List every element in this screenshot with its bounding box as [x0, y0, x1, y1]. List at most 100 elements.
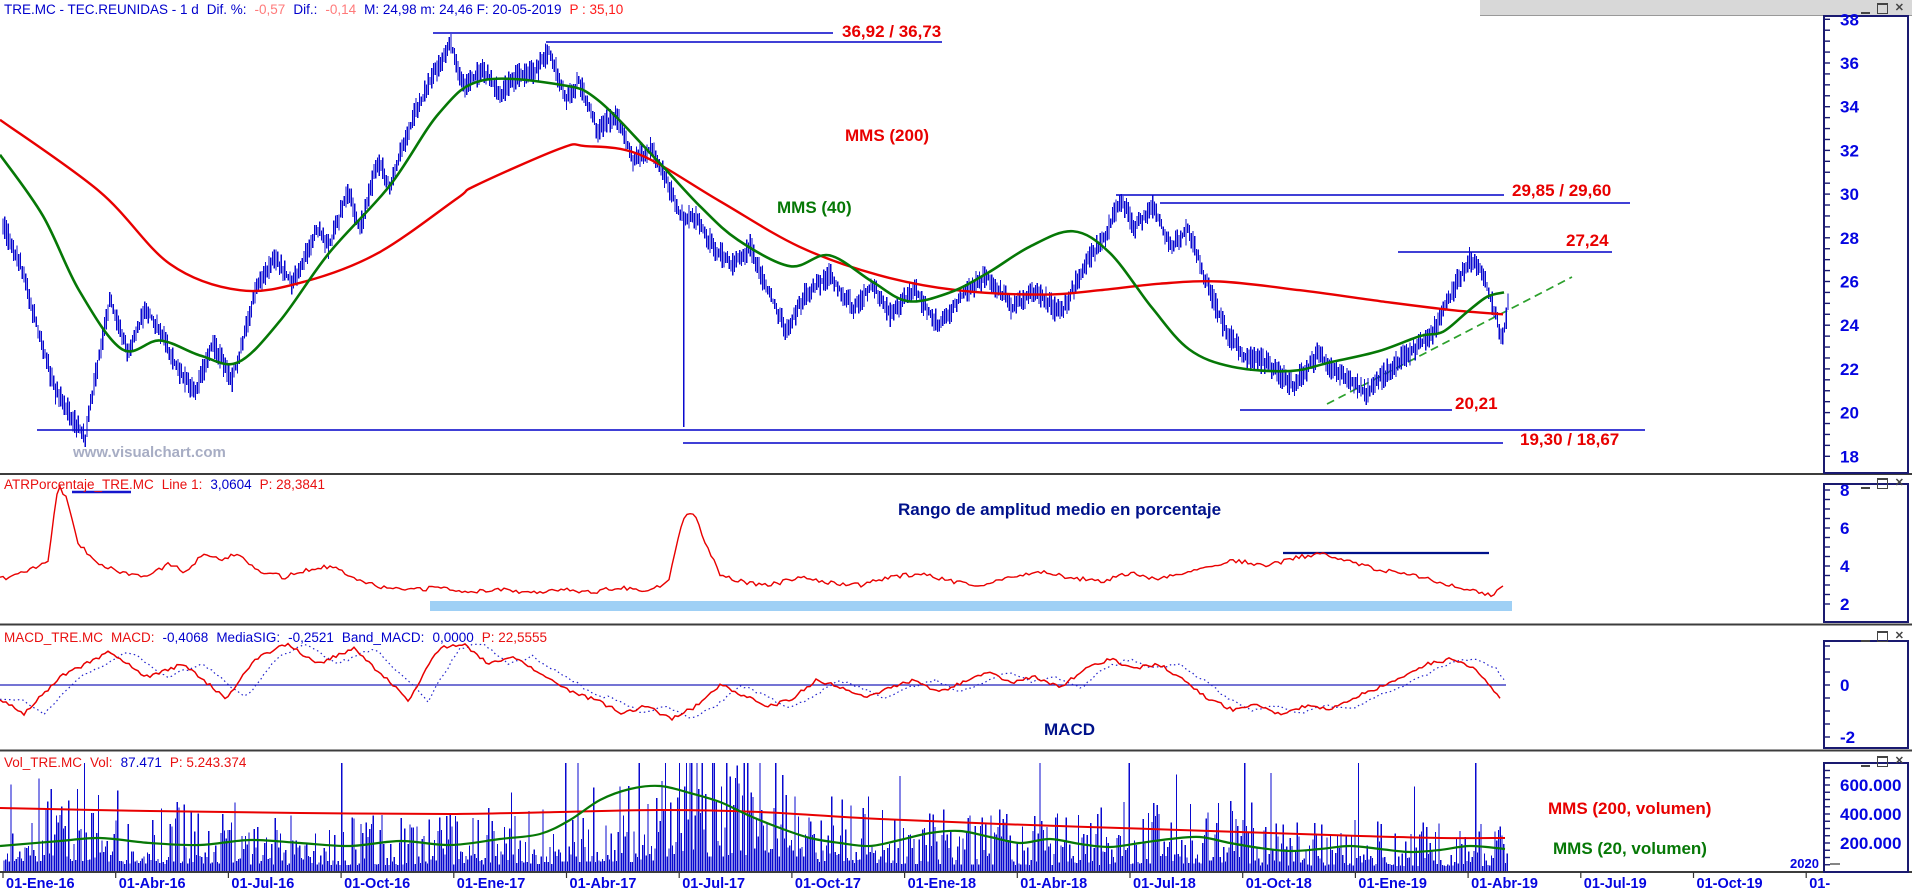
macd-signal-line: [0, 643, 1505, 719]
svg-text:4: 4: [1840, 557, 1850, 576]
svg-text:38: 38: [1840, 10, 1859, 29]
header-segment: MediaSIG:: [216, 630, 281, 645]
time-axis: 01-Ene-16 01-Abr-16 01-Jul-16 01-Oct-16 01-E…: [2, 863, 1840, 892]
support-label-1930-1867: 19,30 / 18,67: [1520, 430, 1620, 449]
resistance-label-3692-3673: 36,92 / 36,73: [842, 22, 942, 41]
svg-text:26: 26: [1840, 273, 1859, 292]
volume-mms200-label: MMS (200, volumen): [1548, 799, 1712, 818]
header-segment: Dif.:: [293, 2, 318, 17]
maximize-icon[interactable]: [1876, 478, 1888, 489]
header-segment: Band_MACD:: [341, 630, 425, 645]
svg-text:01-Abr-16: 01-Abr-16: [119, 876, 186, 892]
header-segment: Dif. %:: [206, 2, 247, 17]
svg-text:34: 34: [1840, 98, 1859, 117]
price-panel: [0, 32, 1645, 447]
header-segment: -0,2521: [288, 630, 334, 645]
volume-panel-header: Vol_TRE.MC Vol: 87.471 P: 5.243.374: [4, 755, 254, 770]
y-axes: 383634323028262422201886420-2600.000400.…: [1823, 10, 1909, 873]
resistance-label-2985-2960: 29,85 / 29,60: [1512, 181, 1612, 200]
svg-text:01-Ene-16: 01-Ene-16: [6, 876, 75, 892]
price-bars: [2, 33, 1509, 447]
header-segment: P: 28,3841: [259, 477, 325, 492]
header-segment: -0,4068: [162, 630, 209, 645]
header-segment: -0,14: [325, 2, 357, 17]
svg-text:01-Oct-18: 01-Oct-18: [1246, 876, 1312, 892]
minimize-icon[interactable]: [1860, 632, 1870, 642]
resistance-label-2724: 27,24: [1566, 231, 1609, 250]
svg-text:01-Oct-16: 01-Oct-16: [344, 876, 410, 892]
header-segment: MACD:: [111, 630, 155, 645]
svg-text:36: 36: [1840, 54, 1859, 73]
macd-panel-header: MACD_TRE.MC MACD: -0,4068 MediaSIG: -0,2521 B…: [4, 630, 555, 645]
volume-bars: [3, 763, 1508, 871]
svg-text:01-Oct-19: 01-Oct-19: [1697, 876, 1763, 892]
svg-text:22: 22: [1840, 360, 1859, 379]
svg-text:01-Jul-16: 01-Jul-16: [231, 876, 294, 892]
header-segment: Vol_TRE.MC: [4, 755, 83, 770]
svg-text:0: 0: [1840, 676, 1849, 695]
minimize-icon[interactable]: [1860, 757, 1870, 767]
header-segment: 0,0000: [432, 630, 474, 645]
close-icon[interactable]: ✕: [1894, 755, 1904, 767]
header-segment: TRE.MC - TEC.REUNIDAS - 1 d: [4, 2, 199, 17]
svg-text:8: 8: [1840, 481, 1849, 500]
mms-40-line: [0, 77, 1505, 373]
svg-text:6: 6: [1840, 519, 1849, 538]
close-icon[interactable]: ✕: [1894, 2, 1904, 14]
volume-panel: [0, 763, 1508, 871]
svg-text:01-Oct-17: 01-Oct-17: [795, 876, 861, 892]
support-label-2021: 20,21: [1455, 394, 1498, 413]
atr-panel: [0, 484, 1512, 611]
svg-text:01-Jul-17: 01-Jul-17: [682, 876, 745, 892]
svg-text:28: 28: [1840, 229, 1859, 248]
svg-text:01-Abr-18: 01-Abr-18: [1020, 876, 1087, 892]
atr-panel-controls: ✕: [1860, 477, 1904, 489]
minimize-icon[interactable]: [1860, 4, 1870, 14]
svg-text:30: 30: [1840, 185, 1859, 204]
volume-mms-20-line: [0, 784, 1506, 854]
header-segment: MACD_TRE.MC: [4, 630, 104, 645]
svg-text:-2: -2: [1840, 728, 1855, 747]
header-segment: -0,57: [254, 2, 286, 17]
close-icon[interactable]: ✕: [1894, 630, 1904, 642]
svg-text:01-Abr-17: 01-Abr-17: [570, 876, 637, 892]
maximize-icon[interactable]: [1876, 756, 1888, 767]
volume-panel-controls: ✕: [1860, 755, 1904, 767]
macd-panel-controls: ✕: [1860, 630, 1904, 642]
main-chart-header: TRE.MC - TEC.REUNIDAS - 1 d Dif. %: -0,57 D…: [4, 2, 631, 17]
maximize-icon[interactable]: [1876, 631, 1888, 642]
mms40-label: MMS (40): [777, 198, 852, 217]
visualchart-watermark: www.visualchart.com: [73, 444, 226, 461]
header-segment: Vol:: [90, 755, 113, 770]
svg-text:400.000: 400.000: [1840, 805, 1901, 824]
svg-text:2: 2: [1840, 595, 1849, 614]
header-segment: Line 1:: [161, 477, 203, 492]
atr-line: [0, 484, 1504, 598]
maximize-icon[interactable]: [1876, 3, 1888, 14]
svg-text:24: 24: [1840, 316, 1859, 335]
header-segment: P : 35,10: [569, 2, 624, 17]
header-segment: 3,0604: [210, 477, 252, 492]
atr-panel-header: ATRPorcentaje_TRE.MC Line 1: 3,0604 P: 28,3…: [4, 477, 333, 492]
header-segment: 87.471: [120, 755, 162, 770]
minimize-icon[interactable]: [1860, 479, 1870, 489]
svg-text:01-Jul-19: 01-Jul-19: [1584, 876, 1647, 892]
macd-panel-title: MACD: [1044, 720, 1095, 739]
svg-text:32: 32: [1840, 141, 1859, 160]
svg-text:200.000: 200.000: [1840, 834, 1901, 853]
year-2020-label: 2020: [1790, 856, 1819, 871]
svg-text:600.000: 600.000: [1840, 776, 1901, 795]
header-segment: P: 5.243.374: [169, 755, 247, 770]
svg-text:20: 20: [1840, 404, 1859, 423]
svg-text:01-Abr-19: 01-Abr-19: [1471, 876, 1538, 892]
macd-panel: [0, 642, 1506, 722]
svg-text:01-Jul-18: 01-Jul-18: [1133, 876, 1196, 892]
close-icon[interactable]: ✕: [1894, 477, 1904, 489]
header-segment: ATRPorcentaje_TRE.MC: [4, 477, 154, 492]
macd-line: [0, 642, 1501, 722]
mms-200-line: [0, 118, 1504, 316]
mms200-label: MMS (200): [845, 126, 930, 145]
volume-mms20-label: MMS (20, volumen): [1553, 839, 1707, 858]
header-segment: M: 24,98 m: 24,46 F: 20-05-2019: [364, 2, 562, 17]
